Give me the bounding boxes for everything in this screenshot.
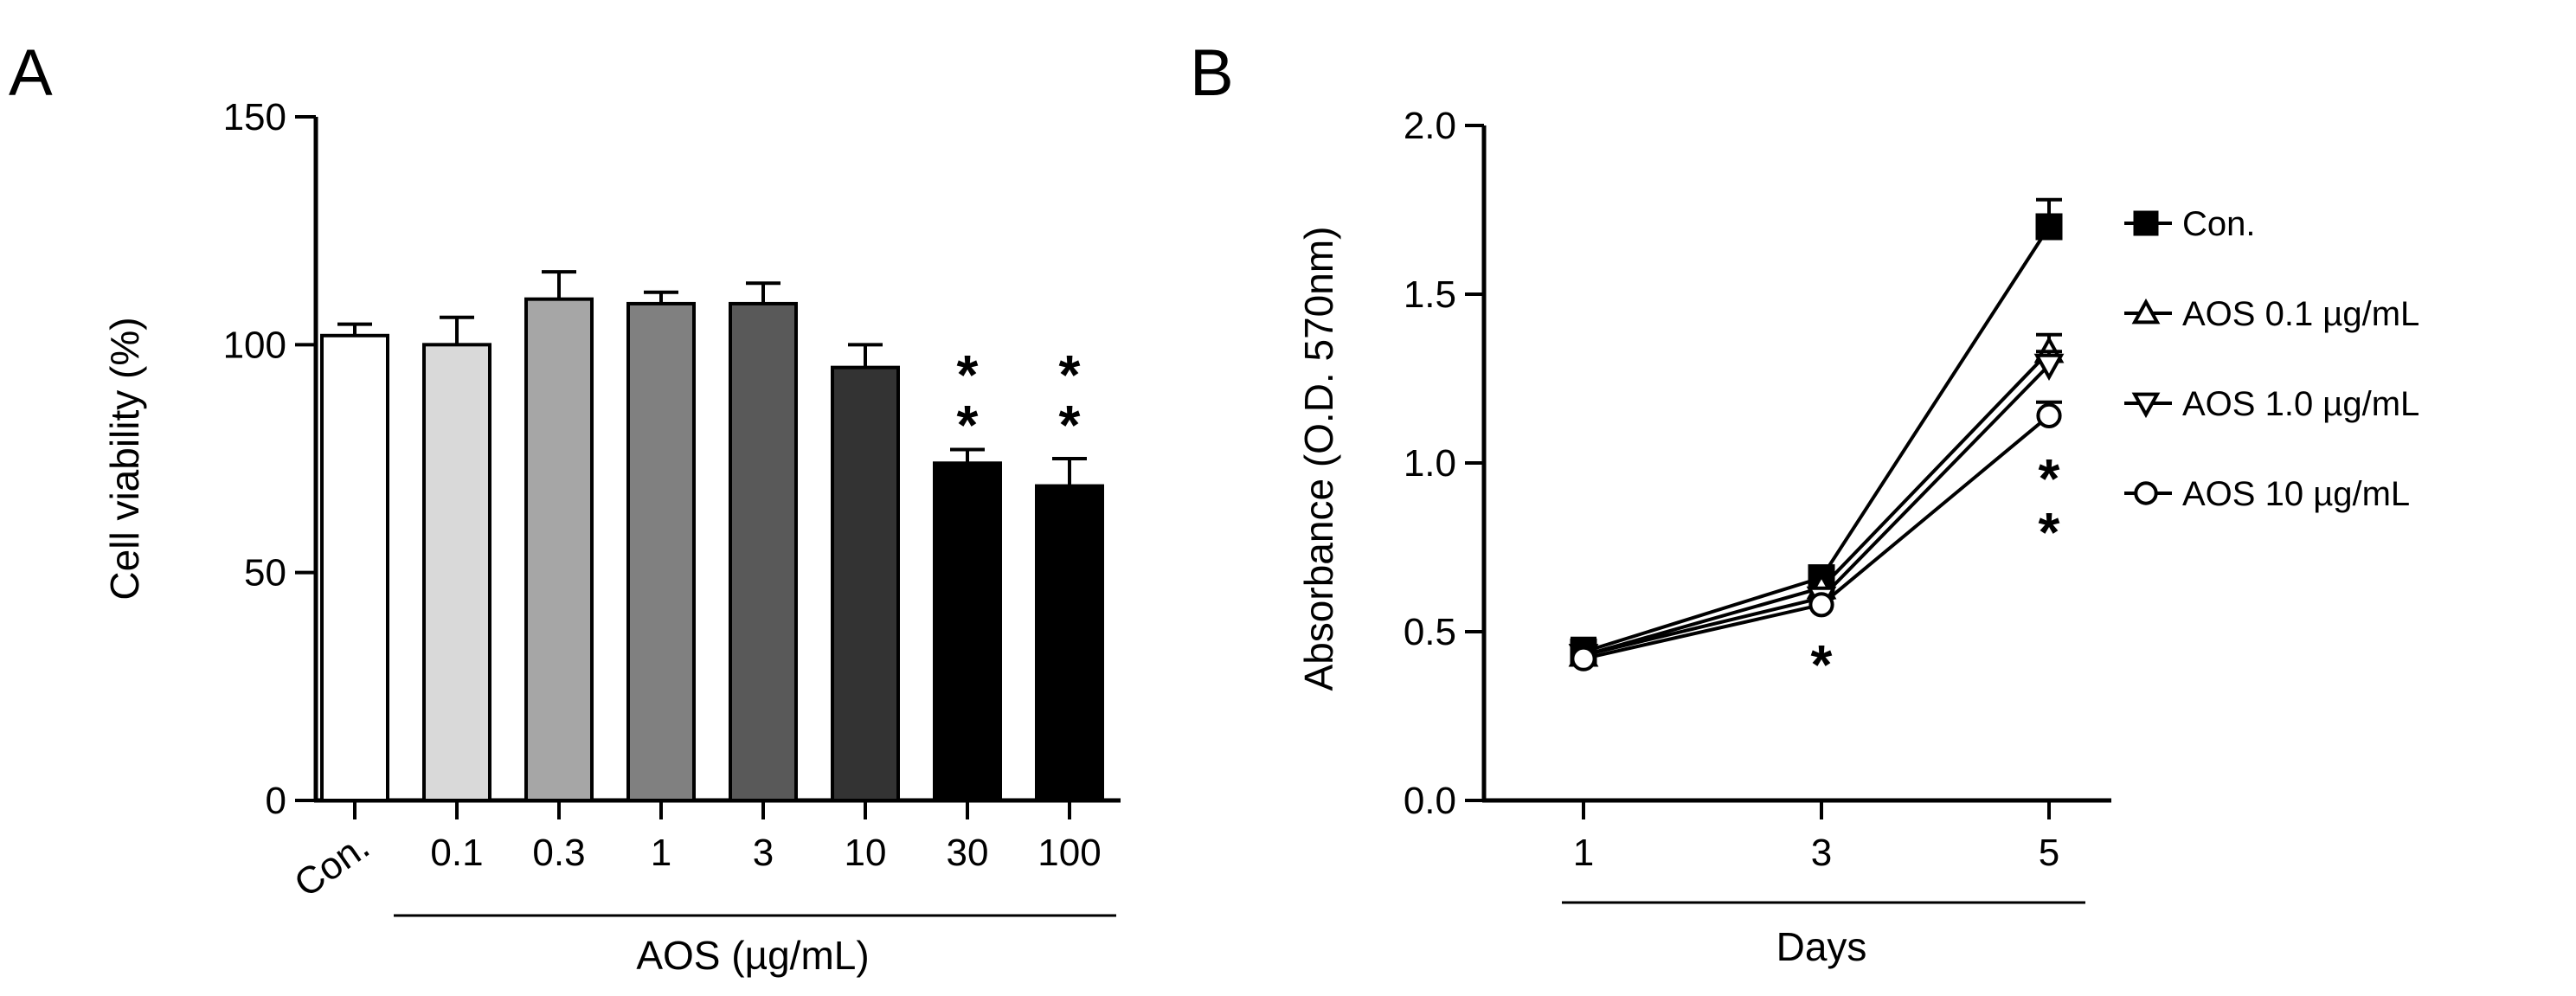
panel-a-bars <box>320 270 1104 803</box>
panel-b-series <box>1568 197 2065 671</box>
panel-a-x-ticks: Con. 0.1 0.3 1 3 10 30 100 <box>286 800 1102 906</box>
panel-a-y-ticks: 0 50 100 150 <box>223 96 316 822</box>
panel-a-y-tick-label: 50 <box>244 552 286 594</box>
panel-b-x-tick-label: 1 <box>1573 832 1594 874</box>
panel-b-y-label: Absorbance (O.D. 570nm) <box>1296 227 1341 691</box>
panel-a-significance: **** <box>957 344 1081 456</box>
panel-b-x-label: Days <box>1776 924 1867 969</box>
panel-a-x-label: AOS (µg/mL) <box>636 933 869 978</box>
legend-entry-label: AOS 10 µg/mL <box>2182 475 2410 513</box>
panel-a-x-tick-label: Con. <box>286 825 376 905</box>
circle-marker-icon <box>2036 402 2062 428</box>
panel-a-y-tick-label: 150 <box>223 96 286 138</box>
panel-a-significance-star: * <box>1059 344 1081 406</box>
panel-b-series-line <box>1583 414 2051 661</box>
panel-b-x-tick-label: 5 <box>2039 832 2059 874</box>
panel-b-y-tick-label: 1.0 <box>1404 442 1456 485</box>
circle-marker-icon <box>1808 592 1834 618</box>
panel-b-significance-star: * <box>1811 633 1833 696</box>
panel-b-y-ticks: 0.0 0.5 1.0 1.5 2.0 <box>1404 105 1484 822</box>
panel-b-significance-star: * <box>2039 501 2060 563</box>
panel-a-significance-star: * <box>957 394 979 456</box>
legend-entry-label: Con. <box>2182 205 2256 243</box>
panel-a-significance-star: * <box>1059 394 1081 456</box>
panel-a-significance-star: * <box>957 344 979 406</box>
panel-b-legend: Con. AOS 0.1 µg/mL AOS 1.0 µg/mL AOS 10 µg/… <box>2124 205 2419 513</box>
panel-a-bar <box>729 301 798 802</box>
panel-label-a: A <box>9 36 53 110</box>
panel-a-x-tick-label: 1 <box>651 832 671 874</box>
panel-label-b: B <box>1190 36 1234 110</box>
panel-b-significance: *** <box>1811 447 2060 696</box>
panel-a-x-tick-label: 0.3 <box>532 832 585 874</box>
panel-a-bar <box>320 333 389 802</box>
circle-marker-icon <box>2134 481 2158 505</box>
square-marker-icon <box>2133 210 2159 236</box>
panel-b-x-tick-label: 3 <box>1811 832 1832 874</box>
triangle-down-marker-icon <box>2131 392 2161 419</box>
panel-a-x-tick-label: 3 <box>753 832 774 874</box>
triangle-up-marker-icon <box>2131 298 2161 325</box>
panel-a-x-tick-label: 100 <box>1037 832 1101 874</box>
panel-b-y-tick-label: 0.0 <box>1404 780 1456 822</box>
panel-a-bar <box>422 343 491 803</box>
panel-b-significance-star: * <box>2039 447 2060 510</box>
panel-a-x-tick-label: 30 <box>947 832 989 874</box>
panel-a-bar <box>831 365 900 802</box>
panel-a-y-label: Cell viability (%) <box>102 317 147 600</box>
square-marker-icon <box>2035 213 2063 241</box>
panel-b-x-ticks: 1 3 5 <box>1573 800 2059 874</box>
panel-a-x-tick-label: 0.1 <box>430 832 483 874</box>
panel-a-bar <box>1035 484 1104 802</box>
panel-a-bar <box>524 297 594 802</box>
triangle-down-marker-icon <box>2033 353 2065 382</box>
legend-entry-label: AOS 0.1 µg/mL <box>2182 295 2419 333</box>
panel-b-y-tick-label: 2.0 <box>1404 105 1456 147</box>
panel-a-y-tick-label: 0 <box>266 780 286 822</box>
panel-b-y-tick-label: 1.5 <box>1404 273 1456 316</box>
panel-a-x-tick-label: 10 <box>845 832 887 874</box>
panel-a-bar <box>933 461 1002 802</box>
circle-marker-icon <box>1571 646 1596 671</box>
panel-a-bar <box>626 301 696 802</box>
legend-entry-label: AOS 1.0 µg/mL <box>2182 385 2419 423</box>
panel-a-y-tick-label: 100 <box>223 324 286 366</box>
panel-b-y-tick-label: 0.5 <box>1404 611 1456 653</box>
